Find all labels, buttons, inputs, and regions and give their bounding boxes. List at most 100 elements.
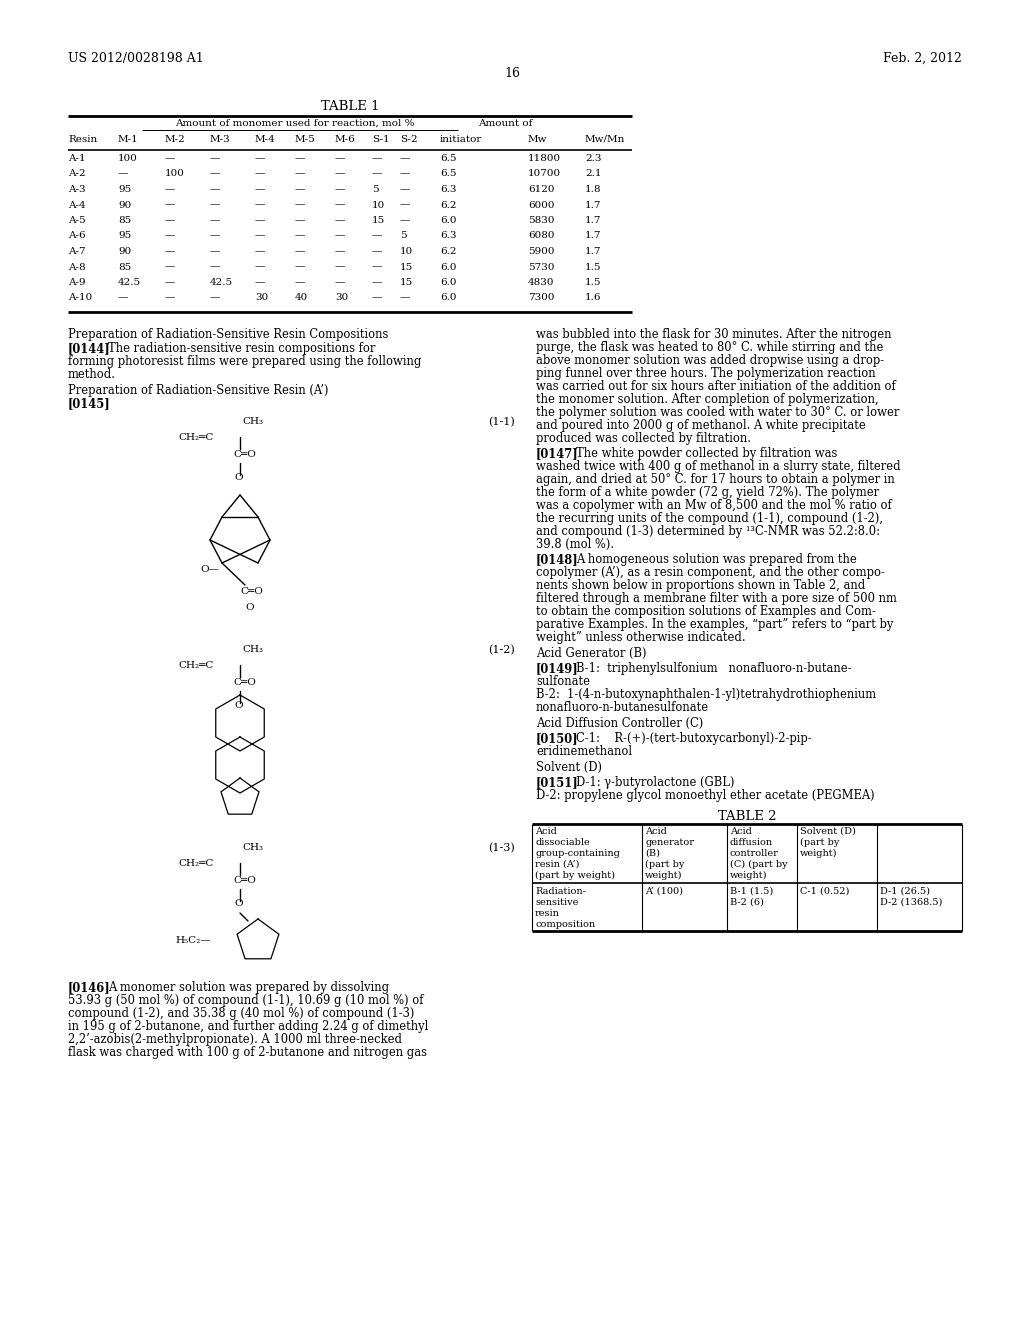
Text: filtered through a membrane filter with a pore size of 500 nm: filtered through a membrane filter with …	[536, 591, 897, 605]
Text: 1.7: 1.7	[585, 231, 601, 240]
Text: A-4: A-4	[68, 201, 86, 210]
Text: A-1: A-1	[68, 154, 86, 162]
Text: 40: 40	[295, 293, 308, 302]
Text: 1.7: 1.7	[585, 216, 601, 224]
Text: —: —	[335, 279, 345, 286]
Text: 42.5: 42.5	[210, 279, 233, 286]
Text: —: —	[255, 263, 265, 272]
Text: 6.0: 6.0	[440, 263, 457, 272]
Text: —: —	[372, 231, 382, 240]
Text: CH₂═C: CH₂═C	[178, 859, 213, 869]
Text: 6.5: 6.5	[440, 154, 457, 162]
Text: —: —	[295, 169, 305, 178]
Text: —: —	[372, 169, 382, 178]
Text: —: —	[210, 247, 220, 256]
Text: 6080: 6080	[528, 231, 555, 240]
Text: 10: 10	[400, 247, 414, 256]
Text: D-2 (1368.5): D-2 (1368.5)	[880, 898, 942, 907]
Text: sulfonate: sulfonate	[536, 675, 590, 688]
Text: forming photoresist films were prepared using the following: forming photoresist films were prepared …	[68, 355, 421, 368]
Text: Acid Diffusion Controller (C): Acid Diffusion Controller (C)	[536, 717, 703, 730]
Text: —: —	[165, 263, 175, 272]
Text: M-5: M-5	[295, 135, 315, 144]
Text: —: —	[335, 231, 345, 240]
Text: (part by weight): (part by weight)	[535, 871, 615, 880]
Text: D-1: γ-butyrolactone (GBL): D-1: γ-butyrolactone (GBL)	[575, 776, 734, 789]
Text: A-10: A-10	[68, 293, 92, 302]
Text: A-9: A-9	[68, 279, 86, 286]
Text: —: —	[400, 154, 411, 162]
Text: TABLE 1: TABLE 1	[321, 100, 379, 114]
Text: 5900: 5900	[528, 247, 555, 256]
Text: —: —	[400, 216, 411, 224]
Text: —: —	[335, 185, 345, 194]
Text: —: —	[210, 293, 220, 302]
Text: O: O	[234, 473, 243, 482]
Text: —: —	[165, 201, 175, 210]
Text: —: —	[295, 263, 305, 272]
Text: again, and dried at 50° C. for 17 hours to obtain a polymer in: again, and dried at 50° C. for 17 hours …	[536, 473, 895, 486]
Text: O—: O—	[200, 565, 219, 574]
Text: nents shown below in proportions shown in Table 2, and: nents shown below in proportions shown i…	[536, 579, 865, 591]
Text: —: —	[295, 216, 305, 224]
Text: 2.3: 2.3	[585, 154, 601, 162]
Text: A-8: A-8	[68, 263, 86, 272]
Text: [0148]: [0148]	[536, 553, 579, 566]
Text: —: —	[335, 154, 345, 162]
Text: 85: 85	[118, 216, 131, 224]
Text: A monomer solution was prepared by dissolving: A monomer solution was prepared by disso…	[108, 981, 389, 994]
Text: C-1 (0.52): C-1 (0.52)	[800, 887, 849, 896]
Text: —: —	[255, 185, 265, 194]
Text: washed twice with 400 g of methanol in a slurry state, filtered: washed twice with 400 g of methanol in a…	[536, 459, 901, 473]
Text: [0146]: [0146]	[68, 981, 111, 994]
Text: B-1:  triphenylsulfonium   nonafluoro-n-butane-: B-1: triphenylsulfonium nonafluoro-n-but…	[575, 663, 852, 675]
Text: flask was charged with 100 g of 2-butanone and nitrogen gas: flask was charged with 100 g of 2-butano…	[68, 1045, 427, 1059]
Text: US 2012/0028198 A1: US 2012/0028198 A1	[68, 51, 204, 65]
Text: C═O: C═O	[240, 587, 263, 597]
Text: 5: 5	[372, 185, 379, 194]
Text: —: —	[372, 293, 382, 302]
Text: TABLE 2: TABLE 2	[718, 810, 776, 822]
Text: 6.0: 6.0	[440, 293, 457, 302]
Text: Acid Generator (B): Acid Generator (B)	[536, 647, 646, 660]
Text: —: —	[400, 185, 411, 194]
Text: 6000: 6000	[528, 201, 555, 210]
Text: —: —	[335, 216, 345, 224]
Text: and compound (1-3) determined by ¹³C-NMR was 52.2:8.0:: and compound (1-3) determined by ¹³C-NMR…	[536, 525, 880, 539]
Text: Resin: Resin	[68, 135, 97, 144]
Text: Amount of: Amount of	[478, 119, 532, 128]
Text: the form of a white powder (72 g, yield 72%). The polymer: the form of a white powder (72 g, yield …	[536, 486, 880, 499]
Text: —: —	[210, 185, 220, 194]
Text: the monomer solution. After completion of polymerization,: the monomer solution. After completion o…	[536, 393, 879, 407]
Text: A-3: A-3	[68, 185, 86, 194]
Text: B-2 (6): B-2 (6)	[730, 898, 764, 907]
Text: 6.2: 6.2	[440, 201, 457, 210]
Text: 4830: 4830	[528, 279, 555, 286]
Text: in 195 g of 2-butanone, and further adding 2.24 g of dimethyl: in 195 g of 2-butanone, and further addi…	[68, 1020, 428, 1034]
Text: 42.5: 42.5	[118, 279, 141, 286]
Text: group-containing: group-containing	[535, 849, 620, 858]
Text: —: —	[255, 216, 265, 224]
Text: composition: composition	[535, 920, 595, 929]
Text: was bubbled into the flask for 30 minutes. After the nitrogen: was bubbled into the flask for 30 minute…	[536, 327, 892, 341]
Text: 6.2: 6.2	[440, 247, 457, 256]
Text: 6.5: 6.5	[440, 169, 457, 178]
Text: 85: 85	[118, 263, 131, 272]
Text: Mw/Mn: Mw/Mn	[585, 135, 626, 144]
Text: 10700: 10700	[528, 169, 561, 178]
Text: was a copolymer with an Mw of 8,500 and the mol % ratio of: was a copolymer with an Mw of 8,500 and …	[536, 499, 892, 512]
Text: [0147]: [0147]	[536, 447, 579, 459]
Text: produced was collected by filtration.: produced was collected by filtration.	[536, 432, 751, 445]
Text: —: —	[165, 247, 175, 256]
Text: Acid: Acid	[535, 828, 557, 836]
Text: [0151]: [0151]	[536, 776, 579, 789]
Text: —: —	[335, 263, 345, 272]
Text: CH₃: CH₃	[242, 843, 263, 851]
Text: 15: 15	[372, 216, 385, 224]
Text: [0145]: [0145]	[68, 397, 111, 411]
Text: —: —	[295, 185, 305, 194]
Text: —: —	[165, 154, 175, 162]
Text: weight): weight)	[645, 871, 683, 880]
Text: —: —	[295, 247, 305, 256]
Text: (C) (part by: (C) (part by	[730, 861, 787, 869]
